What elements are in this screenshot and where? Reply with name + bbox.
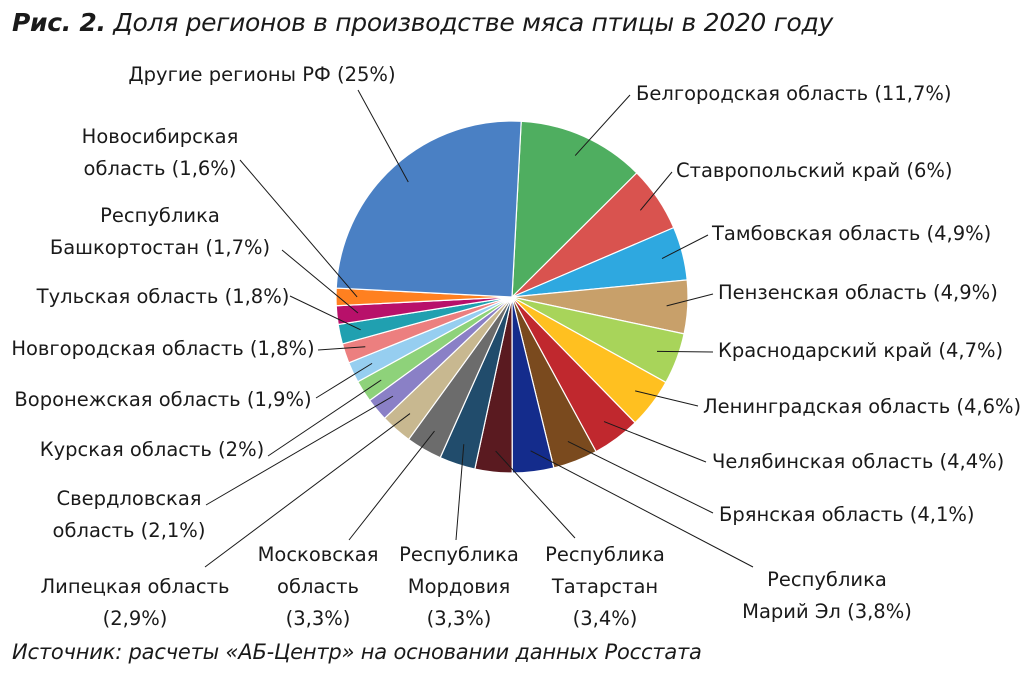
slice-label: Курская область (2%) [40, 438, 264, 461]
slice-label: Московская область (3,3%) [258, 543, 379, 630]
slice-label-line: (3,3%) [427, 607, 492, 630]
slice-label-line: Краснодарский край (4,7%) [718, 339, 1003, 362]
leader-line [205, 395, 394, 506]
slice-label: Челябинская область (4,4%) [712, 450, 1004, 473]
slice-label-line: Тамбовская область (4,9%) [711, 222, 991, 245]
slice-label-line: область [277, 575, 359, 598]
leader-line [530, 450, 754, 568]
slice-label: Пензенская область (4,9%) [718, 281, 998, 304]
slice-label-line: Мордовия [408, 575, 510, 598]
slice-label-line: область (2,1%) [53, 519, 206, 542]
slice-label: Ставропольский край (6%) [676, 159, 953, 182]
slice-label-line: Липецкая область [41, 575, 230, 598]
slice-label-line: Воронежская область (1,9%) [14, 388, 311, 411]
slice-label: Свердловская область (2,1%) [53, 487, 206, 542]
slice-label-line: Башкортостан (1,7%) [50, 236, 270, 259]
slice-label-line: (2,9%) [103, 607, 168, 630]
slice-label: Тульская область (1,8%) [36, 285, 290, 308]
slice-label-line: Республика [767, 568, 887, 591]
slice-label-line: (3,4%) [573, 607, 638, 630]
leader-line [661, 234, 709, 259]
slice-label-line: Татарстан [551, 575, 658, 598]
slice-label-line: Другие регионы РФ (25%) [128, 63, 395, 86]
leader-line [495, 450, 576, 539]
slice-label-line: Ставропольский край (6%) [676, 159, 953, 182]
slice-label-line: область (1,6%) [84, 157, 237, 180]
leader-line [455, 444, 465, 541]
slice-label-line: Курская область (2%) [40, 438, 264, 461]
leader-line [603, 421, 707, 463]
leader-lines [204, 89, 754, 568]
leader-line [666, 293, 714, 307]
slice-label: Республика Татарстан (3,4%) [545, 543, 665, 630]
slice-label-line: Челябинская область (4,4%) [712, 450, 1004, 473]
leader-line [639, 171, 673, 211]
leader-line [239, 159, 358, 298]
leader-line [315, 362, 373, 399]
pie-slice [335, 120, 522, 298]
slice-label: Ленинградская область (4,6%) [703, 395, 1021, 418]
slice-label-line: Свердловская [56, 487, 201, 510]
chart-title: Рис. 2. Доля регионов в производстве мяс… [12, 8, 833, 37]
leader-line [281, 249, 359, 314]
leader-line [574, 94, 631, 156]
slice-label: Республика Башкортостан (1,7%) [50, 204, 270, 259]
leader-line [267, 379, 382, 457]
slice-label: Другие регионы РФ (25%) [128, 63, 395, 86]
slice-label: Краснодарский край (4,7%) [718, 339, 1003, 362]
leader-line [357, 89, 409, 183]
leader-line [289, 295, 361, 331]
pie-slice [511, 120, 638, 299]
slice-label-line: Новгородская область (1,8%) [11, 337, 314, 360]
chart-title-text: Доля регионов в производстве мяса птицы … [113, 8, 833, 37]
slice-label: Брянская область (4,1%) [719, 503, 975, 526]
leader-line [317, 346, 366, 351]
slice-label-line: Брянская область (4,1%) [719, 503, 975, 526]
slice-label: Республика Марий Эл (3,8%) [742, 568, 912, 623]
slice-label-line: Московская [258, 543, 379, 566]
slice-label: Липецкая область (2,9%) [41, 575, 230, 630]
slice-label-line: Ленинградская область (4,6%) [703, 395, 1021, 418]
pie-slices [335, 120, 689, 474]
slice-label-line: Марий Эл (3,8%) [742, 600, 912, 623]
leader-line [657, 350, 714, 353]
leader-line [348, 430, 435, 541]
leader-line [204, 413, 411, 568]
slice-label-line: Пензенская область (4,9%) [718, 281, 998, 304]
leader-line [635, 390, 699, 407]
leader-line [567, 441, 714, 514]
slice-label: Белгородская область (11,7%) [636, 82, 952, 105]
slice-label: Воронежская область (1,9%) [14, 388, 311, 411]
slice-label-line: Новосибирская [82, 125, 239, 148]
source-note: Источник: расчеты «АБ-Центр» на основани… [12, 640, 702, 664]
slice-label: Новгородская область (1,8%) [11, 337, 314, 360]
slice-label-line: Тульская область (1,8%) [36, 285, 290, 308]
figure-number: Рис. 2. [12, 8, 106, 37]
slice-labels: Белгородская область (11,7%) Ставропольск… [11, 63, 1021, 630]
slice-label-line: Республика [545, 543, 665, 566]
slice-label-line: (3,3%) [286, 607, 351, 630]
slice-label-line: Республика [100, 204, 220, 227]
slice-label: Новосибирская область (1,6%) [82, 125, 239, 180]
slice-label: Тамбовская область (4,9%) [711, 222, 991, 245]
slice-label: Республика Мордовия (3,3%) [399, 543, 519, 630]
slice-label-line: Республика [399, 543, 519, 566]
slice-label-line: Белгородская область (11,7%) [636, 82, 952, 105]
